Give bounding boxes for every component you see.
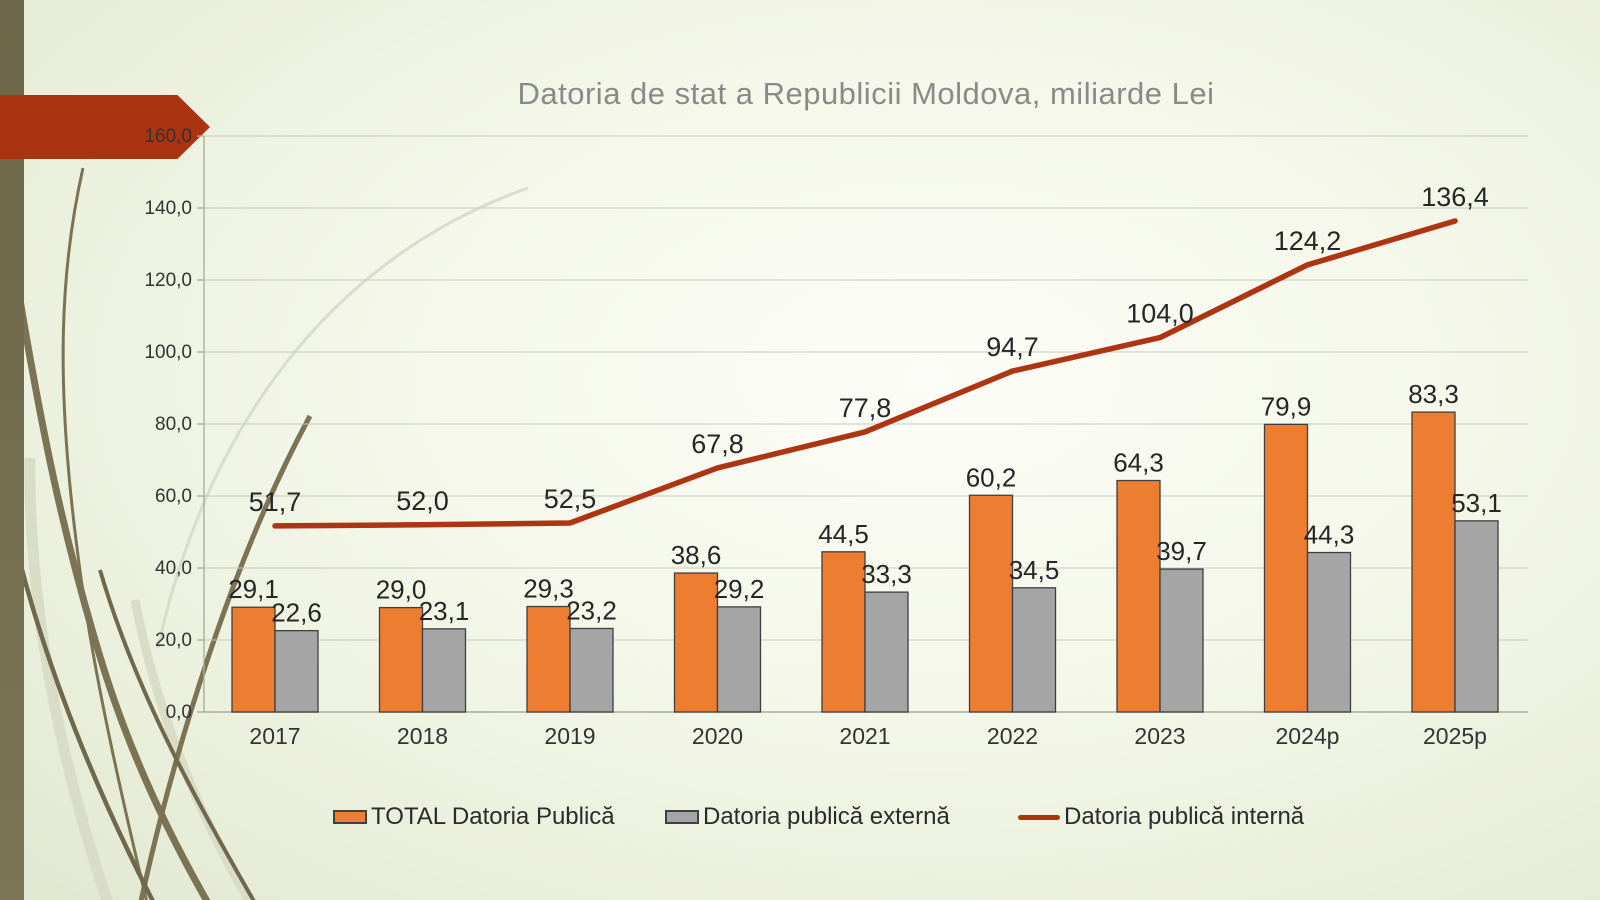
bar-externa-2018 [421,628,467,713]
bar-externa-2017 [274,629,319,713]
bar-label-externa-2022: 34,5 [1009,555,1060,585]
x-category-label-2021: 2021 [839,723,890,749]
legend-item-interna: Datoria publică internă [1018,802,1304,832]
y-tick-label-160,0: 160,0 [144,126,192,147]
legend-item-total: TOTAL Datoria Publică [333,802,615,832]
bar-externa-2019 [569,627,614,713]
line-label-interna-2024p: 124,2 [1274,226,1342,256]
bar-externa-2025p [1454,520,1499,713]
bar-total-2021 [821,551,866,713]
bar-total-2022 [968,494,1014,713]
bar-label-total-2023: 64,3 [1113,448,1164,478]
bar-label-externa-2023: 39,7 [1156,536,1207,566]
bar-label-total-2021: 44,5 [818,519,869,549]
bar-label-externa-2021: 33,3 [861,559,912,589]
bar-label-externa-2025p: 53,1 [1451,488,1502,518]
bar-label-externa-2024p: 44,3 [1304,520,1355,550]
bar-externa-2021 [864,591,909,713]
bar-externa-2022 [1011,587,1057,713]
x-category-label-2023: 2023 [1134,723,1185,749]
line-label-interna-2020: 67,8 [691,429,744,459]
bar-label-externa-2019: 23,2 [566,595,617,625]
y-tick-label-20,0: 20,0 [155,630,192,651]
legend-label-externa: Datoria publică externă [703,803,950,830]
bar-label-total-2017: 29,1 [228,574,279,604]
line-label-interna-2018: 52,0 [396,486,449,516]
y-tick-label-120,0: 120,0 [144,270,192,291]
line-interna [272,218,1458,529]
x-category-label-2018: 2018 [397,723,448,749]
y-tick-label-60,0: 60,0 [155,486,192,507]
legend-label-interna: Datoria publică internă [1064,803,1305,830]
line-label-interna-2022: 94,7 [986,332,1039,362]
bar-label-total-2019: 29,3 [523,574,574,604]
y-tick-label-40,0: 40,0 [155,558,192,579]
x-category-label-2020: 2020 [692,723,743,749]
bar-label-externa-2020: 29,2 [714,574,765,604]
bar-label-total-2024p: 79,9 [1261,391,1312,421]
chart-title: Datoria de stat a Republicii Moldova, mi… [517,76,1215,111]
bar-label-externa-2017: 22,6 [271,598,322,628]
bar-externa-2023 [1159,568,1204,713]
arrow-banner-shape [0,95,210,159]
legend-swatch-total [333,810,367,824]
bar-label-total-2022: 60,2 [966,462,1017,492]
line-label-interna-2025p: 136,4 [1421,182,1489,212]
bar-total-2017 [231,606,276,713]
line-label-interna-2019: 52,5 [544,484,597,514]
bar-total-2023 [1116,479,1161,713]
x-category-label-2022: 2022 [987,723,1038,749]
legend-label-total: TOTAL Datoria Publică [371,803,615,830]
bar-label-total-2025p: 83,3 [1408,379,1459,409]
bar-label-externa-2018: 23,1 [419,596,470,626]
y-tick-label-80,0: 80,0 [155,414,192,435]
bar-total-2024p [1263,423,1309,713]
bar-externa-2020 [716,606,762,713]
legend-swatch-interna [1018,814,1060,820]
x-category-label-2017: 2017 [249,723,300,749]
bar-total-2019 [526,605,571,713]
bar-total-2025p [1411,411,1456,713]
legend-item-externa: Datoria publică externă [665,802,950,832]
line-label-interna-2017: 51,7 [249,487,302,517]
bar-label-total-2020: 38,6 [671,540,722,570]
y-tick-label-0,0: 0,0 [166,702,192,723]
x-category-label-2025p: 2025p [1423,723,1487,749]
bar-externa-2024p [1306,551,1352,713]
y-tick-label-100,0: 100,0 [144,342,192,363]
bar-total-2018 [378,606,424,713]
bar-total-2020 [673,572,719,713]
x-category-label-2024p: 2024p [1276,723,1340,749]
bar-label-total-2018: 29,0 [376,575,427,605]
legend-swatch-externa [665,810,699,824]
x-category-label-2019: 2019 [544,723,595,749]
line-label-interna-2023: 104,0 [1126,299,1194,329]
y-tick-label-140,0: 140,0 [144,198,192,219]
line-label-interna-2021: 77,8 [839,393,892,423]
